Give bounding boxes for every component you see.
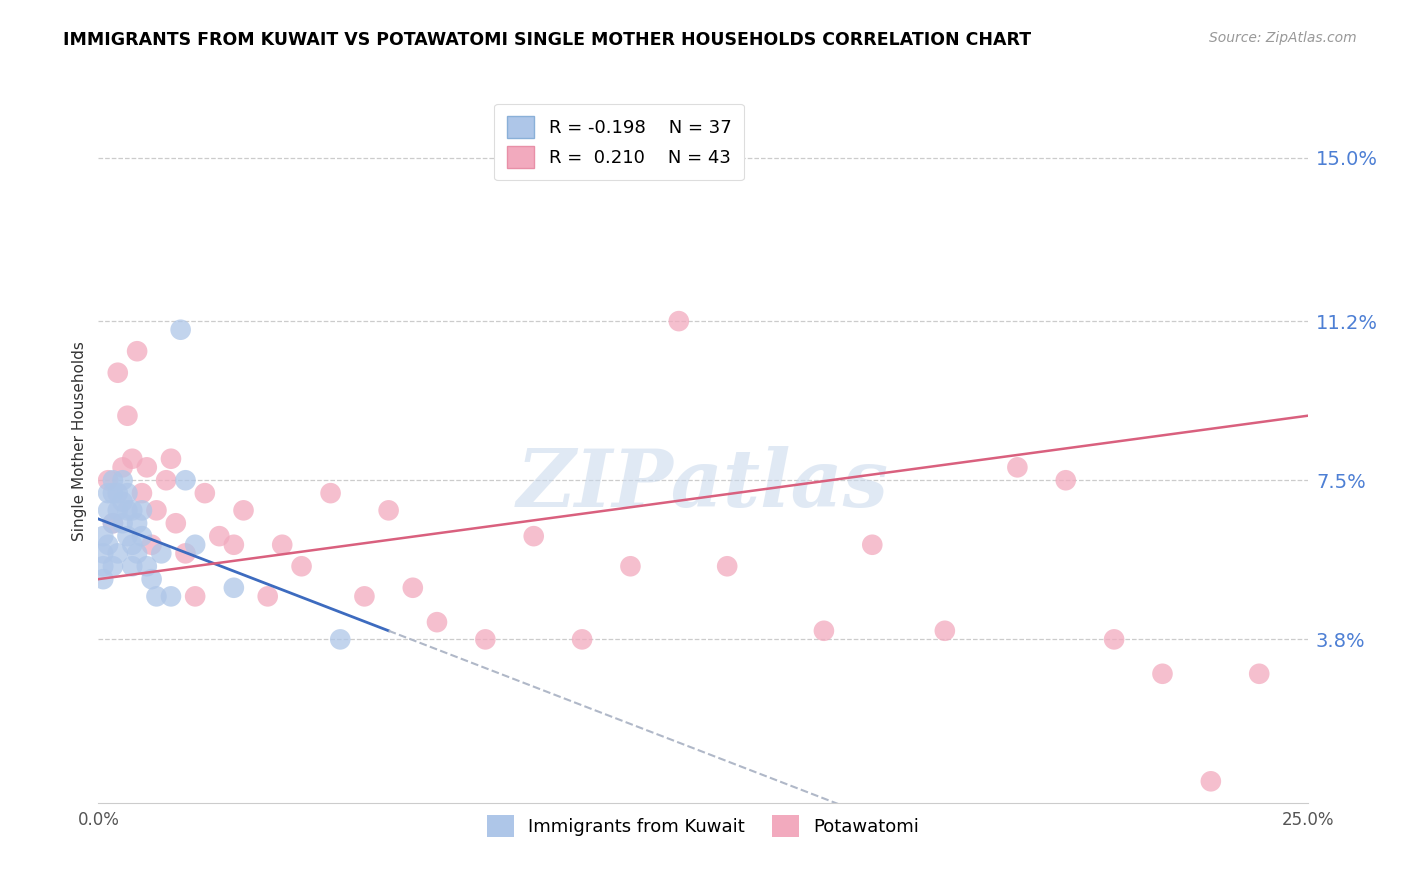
Point: [145, 590, 167, 604]
Point: [101, 473, 124, 487]
Point: [135, 559, 157, 574]
Point: [668, 314, 690, 328]
Point: [111, 494, 134, 508]
Point: [271, 538, 294, 552]
Point: [208, 529, 231, 543]
Point: [222, 538, 245, 552]
Point: [860, 538, 883, 552]
Text: ZIPatlas: ZIPatlas: [517, 446, 889, 524]
Point: [290, 559, 312, 574]
Point: [91, 546, 114, 560]
Y-axis label: Single Mother Households: Single Mother Households: [72, 342, 87, 541]
Point: [1152, 666, 1174, 681]
Point: [111, 516, 134, 531]
Point: [377, 503, 399, 517]
Point: [97, 473, 120, 487]
Point: [232, 503, 254, 517]
Point: [91, 529, 114, 543]
Point: [571, 632, 593, 647]
Point: [107, 366, 129, 380]
Point: [184, 590, 207, 604]
Point: [97, 503, 120, 517]
Point: [319, 486, 342, 500]
Point: [329, 632, 352, 647]
Point: [1054, 473, 1077, 487]
Point: [91, 572, 114, 586]
Point: [91, 559, 114, 574]
Point: [934, 624, 956, 638]
Point: [121, 503, 143, 517]
Point: [131, 503, 153, 517]
Point: [141, 538, 163, 552]
Point: [1249, 666, 1271, 681]
Legend: Immigrants from Kuwait, Potawatomi: Immigrants from Kuwait, Potawatomi: [479, 808, 927, 845]
Point: [117, 486, 139, 500]
Point: [101, 516, 124, 531]
Point: [101, 486, 124, 500]
Text: Source: ZipAtlas.com: Source: ZipAtlas.com: [1209, 31, 1357, 45]
Point: [256, 590, 278, 604]
Point: [174, 473, 197, 487]
Point: [117, 503, 139, 517]
Point: [160, 590, 183, 604]
Point: [474, 632, 496, 647]
Point: [160, 451, 183, 466]
Point: [101, 516, 124, 531]
Point: [127, 546, 149, 560]
Point: [1102, 632, 1125, 647]
Point: [121, 451, 143, 466]
Point: [97, 486, 120, 500]
Point: [184, 538, 207, 552]
Point: [135, 460, 157, 475]
Point: [523, 529, 546, 543]
Point: [813, 624, 835, 638]
Point: [174, 546, 197, 560]
Point: [121, 538, 143, 552]
Point: [111, 460, 134, 475]
Point: [131, 529, 153, 543]
Point: [127, 344, 149, 359]
Text: IMMIGRANTS FROM KUWAIT VS POTAWATOMI SINGLE MOTHER HOUSEHOLDS CORRELATION CHART: IMMIGRANTS FROM KUWAIT VS POTAWATOMI SIN…: [63, 31, 1032, 49]
Point: [194, 486, 217, 500]
Point: [107, 503, 129, 517]
Point: [353, 590, 375, 604]
Point: [145, 503, 167, 517]
Point: [111, 473, 134, 487]
Point: [121, 559, 143, 574]
Point: [402, 581, 425, 595]
Point: [150, 546, 173, 560]
Point: [117, 409, 139, 423]
Point: [117, 529, 139, 543]
Point: [155, 473, 177, 487]
Point: [97, 538, 120, 552]
Point: [141, 572, 163, 586]
Point: [1199, 774, 1222, 789]
Point: [169, 323, 191, 337]
Point: [107, 486, 129, 500]
Point: [1007, 460, 1029, 475]
Point: [131, 486, 153, 500]
Point: [619, 559, 641, 574]
Point: [165, 516, 187, 531]
Point: [101, 559, 124, 574]
Point: [426, 615, 449, 630]
Point: [716, 559, 738, 574]
Point: [222, 581, 245, 595]
Point: [127, 516, 149, 531]
Point: [107, 546, 129, 560]
